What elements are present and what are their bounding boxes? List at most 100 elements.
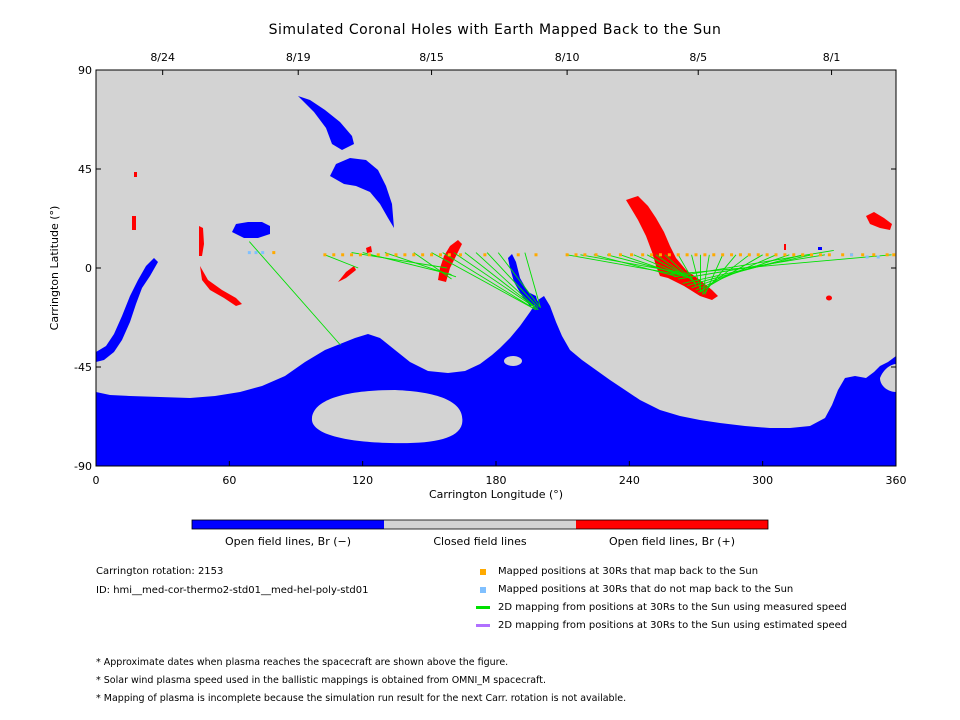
chart-title: Simulated Coronal Holes with Earth Mappe… bbox=[268, 22, 722, 38]
mapped-point bbox=[712, 253, 716, 257]
mapped-point bbox=[810, 253, 814, 257]
mapped-point bbox=[483, 253, 487, 257]
mapped-point bbox=[827, 253, 831, 257]
closed-region-south-east bbox=[880, 364, 896, 392]
mapped-point bbox=[818, 253, 822, 257]
unmapped-point bbox=[876, 255, 880, 259]
date-tick-label: 8/24 bbox=[150, 51, 175, 64]
unmapped-point bbox=[865, 255, 869, 259]
legend-estimated-swatch bbox=[476, 624, 490, 627]
mapped-point bbox=[421, 253, 425, 257]
mapped-point bbox=[403, 253, 407, 257]
field-line-measured bbox=[620, 254, 686, 278]
y-tick-label: -90 bbox=[74, 460, 92, 473]
mapped-point bbox=[332, 253, 336, 257]
x-axis-label: Carrington Longitude (°) bbox=[429, 488, 563, 501]
mapped-point bbox=[650, 253, 654, 257]
date-tick-label: 8/5 bbox=[689, 51, 707, 64]
field-line-measured bbox=[351, 252, 448, 269]
y-tick-label: 45 bbox=[78, 163, 92, 176]
field-line-measured bbox=[486, 252, 539, 308]
mapped-point bbox=[618, 253, 622, 257]
mapped-point bbox=[534, 253, 538, 257]
field-line-measured bbox=[664, 254, 697, 284]
closed-region-south bbox=[311, 390, 463, 444]
mapped-point bbox=[385, 253, 389, 257]
mapped-point bbox=[861, 253, 865, 257]
field-line-measured bbox=[686, 254, 803, 287]
unmapped-point bbox=[247, 251, 251, 255]
red-hole-352 bbox=[866, 212, 892, 230]
legend-measured-swatch bbox=[476, 606, 490, 609]
mapped-point bbox=[376, 253, 380, 257]
mapped-point bbox=[447, 253, 451, 257]
mapped-point bbox=[341, 253, 345, 257]
y-tick-label: -45 bbox=[74, 361, 92, 374]
mapped-point bbox=[641, 253, 645, 257]
mapped-point bbox=[841, 253, 845, 257]
red-streak-110 bbox=[338, 266, 356, 282]
legend-unmapped-swatch bbox=[480, 587, 486, 593]
legend-mapped-swatch bbox=[480, 569, 486, 575]
blue-patch-70 bbox=[232, 222, 270, 238]
mapped-point bbox=[458, 253, 462, 257]
mapped-point bbox=[703, 253, 707, 257]
field-line-measured bbox=[464, 252, 539, 311]
x-tick-label: 360 bbox=[886, 474, 907, 487]
field-line-measured bbox=[324, 254, 359, 269]
date-tick-label: 8/1 bbox=[823, 51, 841, 64]
unmapped-point bbox=[254, 251, 258, 255]
mapped-point bbox=[885, 253, 889, 257]
legend-mapped-label: Mapped positions at 30Rs that map back t… bbox=[498, 566, 759, 577]
field-line-measured bbox=[677, 254, 697, 286]
red-dot-310 bbox=[784, 244, 786, 250]
west-blue-hole bbox=[96, 258, 158, 362]
unmapped-point bbox=[850, 253, 854, 257]
field-line-measured bbox=[497, 252, 541, 308]
mapped-point bbox=[765, 253, 769, 257]
field-line-measured bbox=[633, 254, 688, 278]
y-axis-label: Carrington Latitude (°) bbox=[48, 206, 61, 331]
legend-measured-label: 2D mapping from positions at 30Rs to the… bbox=[498, 602, 847, 613]
mapped-point bbox=[783, 253, 787, 257]
colorbar-label-closed: Closed field lines bbox=[433, 535, 527, 548]
mapped-point bbox=[676, 253, 680, 257]
mapped-point bbox=[667, 253, 671, 257]
mapped-point bbox=[801, 253, 805, 257]
mapped-point bbox=[574, 253, 578, 257]
mapped-point bbox=[565, 253, 569, 257]
footnote-dates: * Approximate dates when plasma reaches … bbox=[96, 657, 509, 668]
mapped-point bbox=[774, 253, 778, 257]
footnote-speed: * Solar wind plasma speed used in the ba… bbox=[96, 675, 546, 686]
colorbar-label-negative: Open field lines, Br (−) bbox=[224, 535, 352, 548]
carrington-rotation: Carrington rotation: 2153 bbox=[96, 566, 224, 577]
red-streak-48 bbox=[199, 226, 204, 256]
mapped-point bbox=[367, 253, 371, 257]
y-tick-label: 0 bbox=[85, 262, 92, 275]
mapped-point bbox=[694, 253, 698, 257]
colorbar bbox=[191, 519, 769, 530]
blue-dot-325 bbox=[818, 247, 822, 250]
mapped-point bbox=[350, 253, 354, 257]
mapped-point bbox=[756, 253, 760, 257]
y-tick-label: 90 bbox=[78, 64, 92, 77]
field-line-measured bbox=[384, 252, 457, 278]
blue-streak-185 bbox=[508, 254, 538, 306]
field-line-measured bbox=[655, 254, 695, 282]
field-line-measured bbox=[453, 252, 539, 311]
x-tick-label: 300 bbox=[752, 474, 773, 487]
field-line-measured bbox=[431, 252, 537, 311]
x-tick-label: 120 bbox=[352, 474, 373, 487]
field-line-measured bbox=[442, 252, 537, 311]
x-tick-label: 0 bbox=[93, 474, 100, 487]
red-hole-260 bbox=[626, 196, 718, 300]
field-line-measured bbox=[524, 252, 541, 308]
mapped-point bbox=[394, 253, 398, 257]
footnote-incomplete: * Mapping of plasma is incomplete becaus… bbox=[96, 693, 627, 704]
x-tick-label: 180 bbox=[486, 474, 507, 487]
mapped-point bbox=[721, 253, 725, 257]
red-dot-18 bbox=[132, 216, 136, 230]
mapped-point bbox=[323, 253, 327, 257]
mapped-point bbox=[685, 253, 689, 257]
